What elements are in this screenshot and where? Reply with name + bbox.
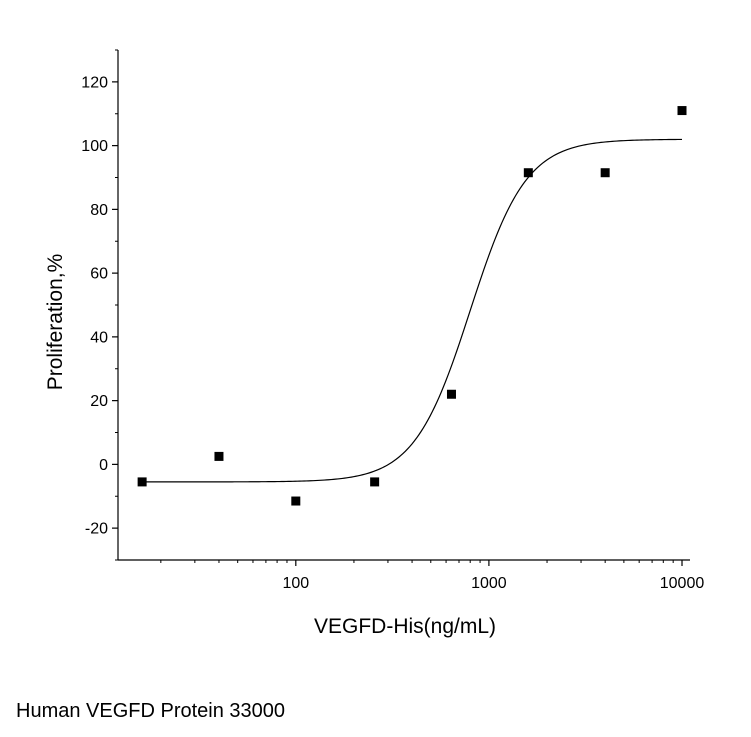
axes: -20 0 20 40 60 80 100 120 100 1000 10000	[81, 49, 705, 592]
data-points	[137, 106, 687, 506]
y-axis-label: Proliferation,%	[44, 254, 67, 391]
x-tick-label: 10000	[660, 575, 705, 592]
data-point	[523, 168, 533, 178]
data-point	[291, 496, 301, 506]
data-point	[370, 477, 380, 487]
data-point	[677, 106, 687, 116]
y-tick-label: -20	[85, 521, 108, 538]
data-point	[137, 477, 147, 487]
y-tick-label: 20	[90, 393, 108, 410]
y-tick-label: 0	[99, 457, 108, 474]
data-point	[446, 389, 456, 399]
data-point	[214, 451, 224, 461]
y-tick-label: 100	[81, 138, 108, 155]
y-tick-label: 120	[81, 74, 108, 91]
x-tick-label: 1000	[471, 575, 507, 592]
y-tick-label: 60	[90, 266, 108, 283]
y-tick-label: 80	[90, 202, 108, 219]
fit-curve	[142, 138, 683, 483]
x-tick-label: 100	[282, 575, 309, 592]
dose-response-chart: -20 0 20 40 60 80 100 120 100 1000 10000 VEGFD-His…	[44, 49, 705, 638]
x-axis-label: VEGFD-His(ng/mL)	[314, 615, 496, 638]
y-tick-label: 40	[90, 329, 108, 346]
figure-caption: Human VEGFD Protein 33000	[16, 700, 286, 722]
data-point	[600, 168, 610, 178]
